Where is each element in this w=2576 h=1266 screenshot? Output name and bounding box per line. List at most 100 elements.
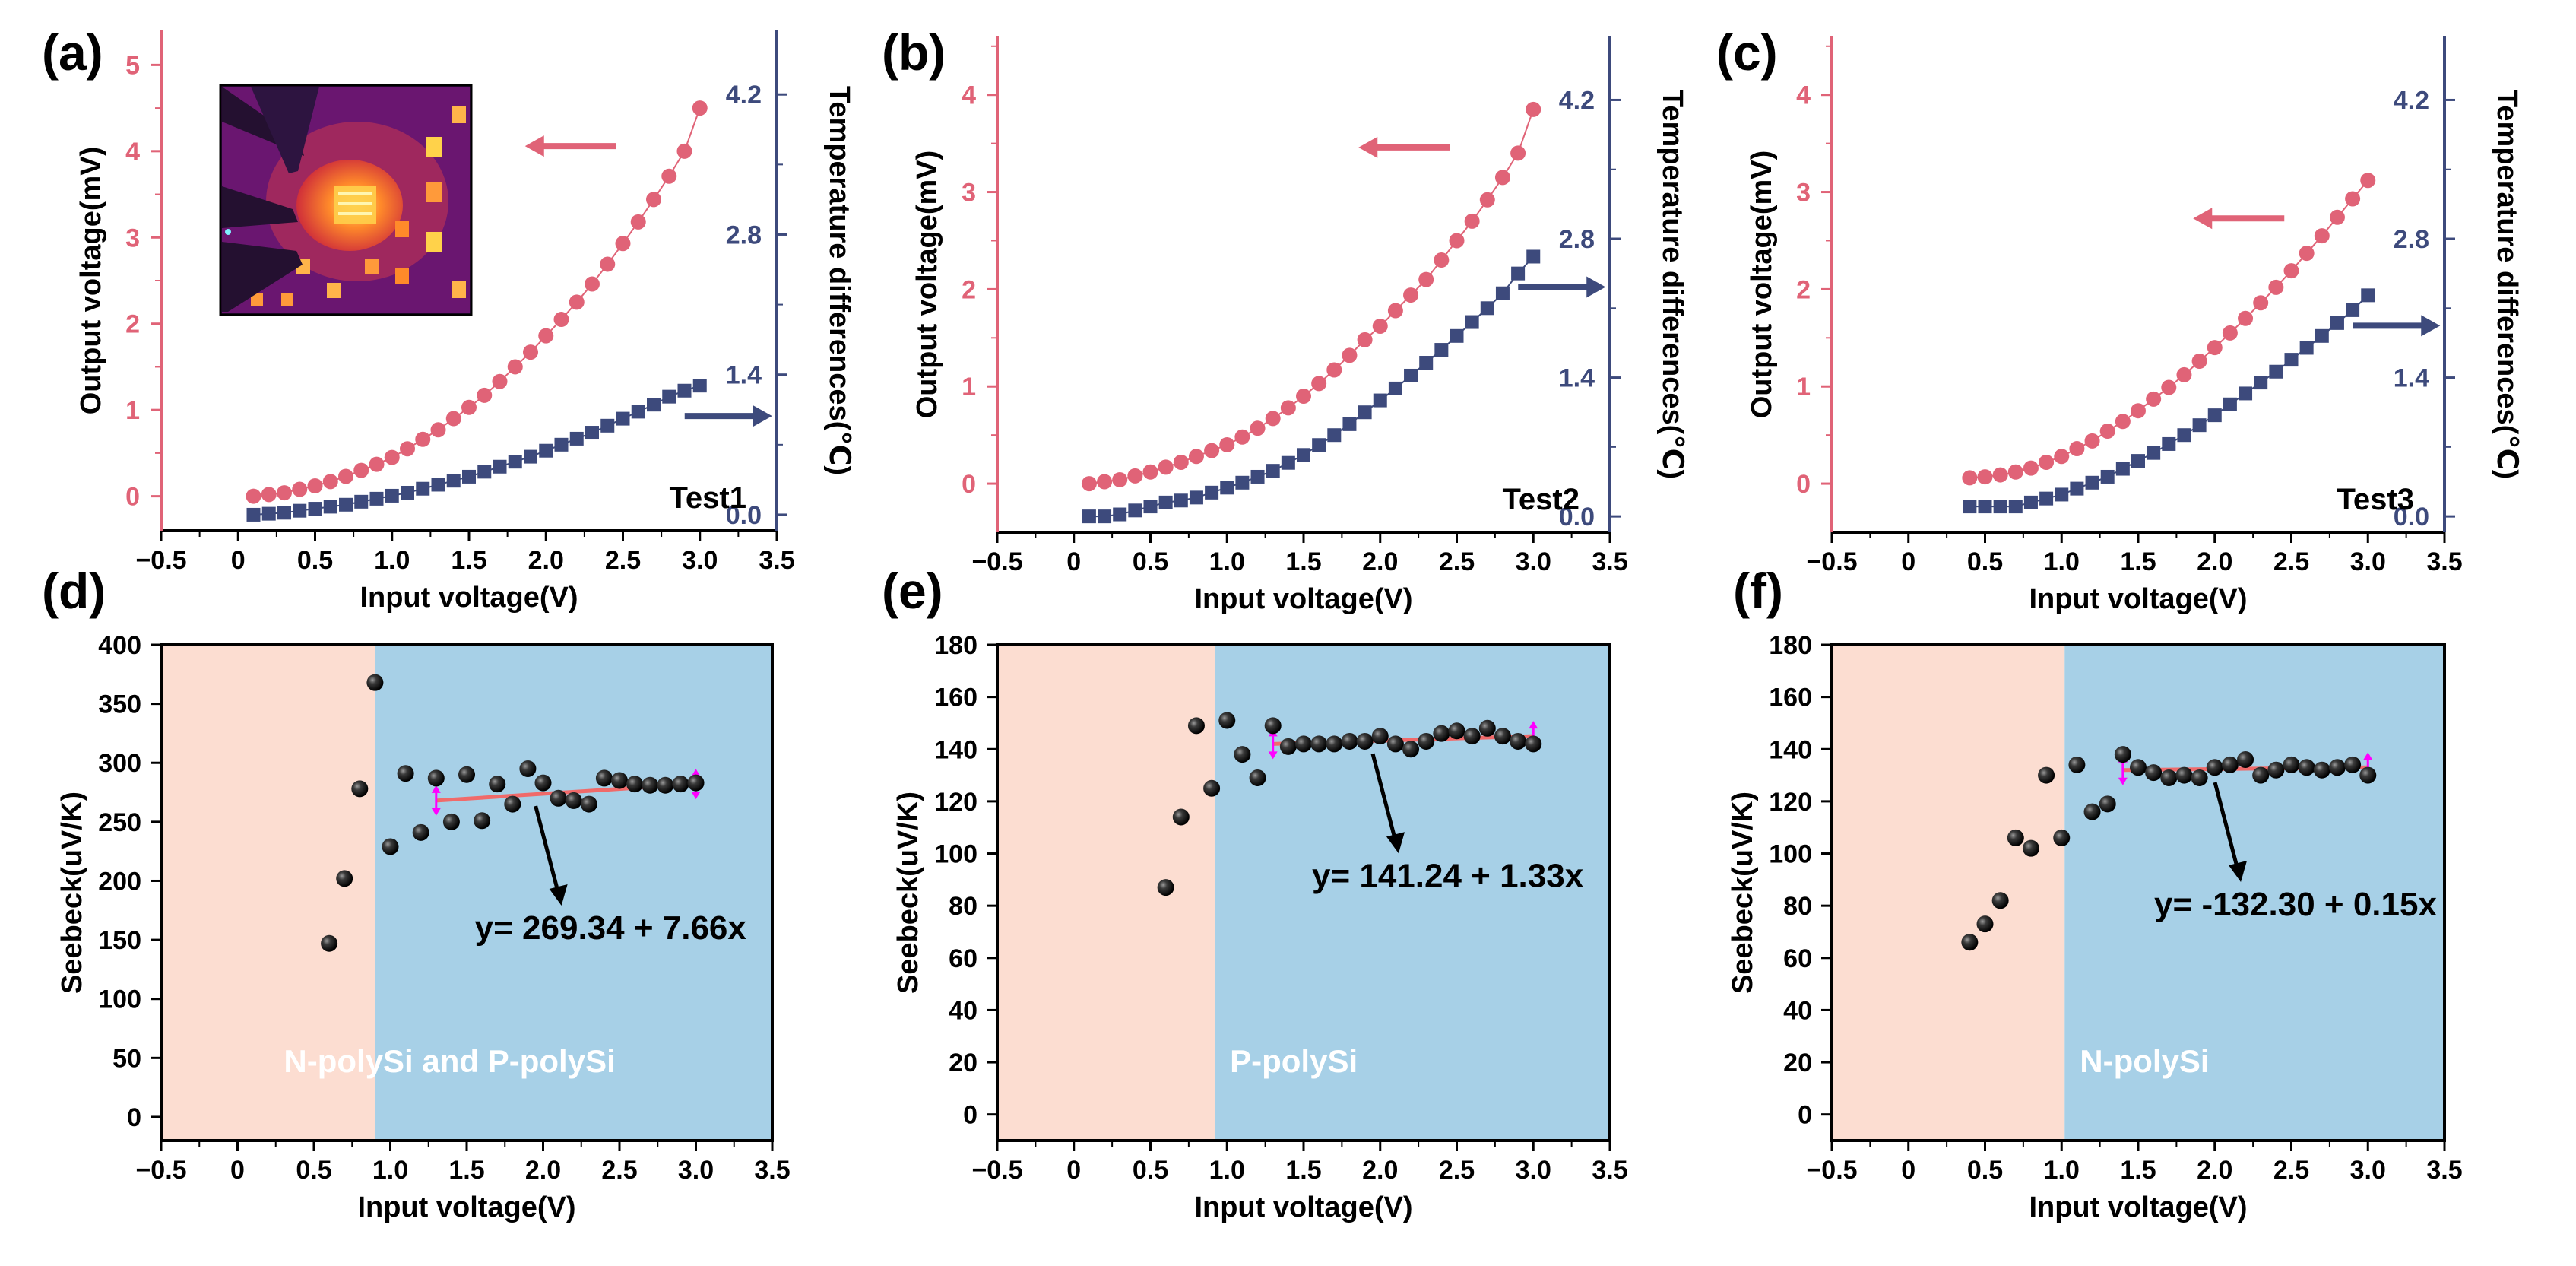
bottom0-seebeck-point <box>351 780 369 798</box>
top1-output-point <box>1265 411 1281 427</box>
top0-temperature-point <box>293 503 307 518</box>
top1-output-point <box>1173 454 1189 470</box>
top1-temperature-point <box>1113 507 1127 522</box>
top2-test-label: Test3 <box>2337 483 2414 516</box>
top0-temperature-point <box>662 389 676 404</box>
top0-y-right-tick-label: 1.4 <box>726 361 762 390</box>
top0-temperature-point <box>631 405 645 419</box>
top2-x-tick-label: −0.5 <box>1806 547 1857 576</box>
bottom0-y-tick-label: 200 <box>98 867 141 896</box>
top2-output-point <box>1962 470 1978 486</box>
top0-output-point <box>615 236 631 252</box>
top2-temperature-point <box>2361 288 2375 303</box>
top2-output-point <box>2360 173 2376 189</box>
top0-y-left-tick-label: 3 <box>125 224 140 252</box>
top1-output-point <box>1250 420 1266 436</box>
top1-temperature-point <box>1281 455 1295 470</box>
top1-y-right-tick-label: 2.8 <box>1559 225 1595 254</box>
top1-output-arrow-head <box>1358 136 1378 158</box>
top2-y-right-tick-label: 1.4 <box>2394 364 2429 393</box>
bottom1-seebeck-point <box>1418 732 1435 750</box>
top2-output-point <box>2069 441 2085 457</box>
panel-c: (c) −0.5 0 0.5 1.0 1.5 2.0 2.5 3.0 3.5 Input volt… <box>1716 24 2523 615</box>
top0-output-point <box>307 478 323 494</box>
top0-output-point <box>569 294 585 310</box>
bottom0-y-tick-label: 0 <box>127 1103 141 1132</box>
bottom1-equation-arrow-head <box>1386 832 1405 854</box>
top1-output-point <box>1342 347 1358 363</box>
top2-x-tick-label: 1.5 <box>2120 547 2156 576</box>
top1-temperature-point <box>1098 509 1112 524</box>
top0-y-right-tick-label: 4.2 <box>726 81 762 109</box>
top1-temperature-point <box>1250 469 1265 484</box>
bottom0-seebeck-point <box>595 769 613 787</box>
bottom1-seebeck-point <box>1218 712 1236 729</box>
top0-y-left-tick-label: 5 <box>125 51 140 80</box>
panel-d-plot: −0.5 0 0.5 1.0 1.5 2.0 2.5 3.0 3.5 Input voltage(… <box>56 631 791 1223</box>
bottom0-seebeck-point <box>412 823 429 841</box>
top1-y-right-tick-label: 4.2 <box>1559 86 1595 115</box>
top1-output-point <box>1142 464 1158 480</box>
panel-a: (a) −0.5 0 0.5 1.0 1.5 2.0 2.5 3.0 3.5 Input volt… <box>42 24 855 614</box>
top0-temperature-point <box>585 426 599 440</box>
top1-x-tick-label: 3.0 <box>1516 547 1551 576</box>
top0-temperature-point <box>369 491 384 506</box>
bottom0-y-tick-label: 250 <box>98 808 141 837</box>
bottom0-seebeck-point <box>550 789 567 807</box>
bottom1-y-tick-label: 80 <box>949 892 977 921</box>
bottom2-y-tick-label: 120 <box>1769 788 1812 817</box>
bottom0-seebeck-point <box>427 769 445 787</box>
top1-output-point <box>1081 476 1097 492</box>
top0-test-label: Test1 <box>669 481 746 515</box>
bottom0-x-tick-label: 2.5 <box>601 1156 637 1185</box>
bottom1-y-tick-label: 180 <box>934 631 977 660</box>
bottom1-seebeck-point <box>1310 735 1328 753</box>
top0-y-right-label: Temperature differences(℃) <box>823 86 855 475</box>
top2-y-left-tick-label: 4 <box>1796 81 1811 110</box>
top2-temperature-point <box>2192 418 2207 433</box>
top1-y-left-tick-label: 3 <box>962 179 976 208</box>
top2-output-point <box>2084 433 2100 449</box>
bottom2-y-tick-label: 180 <box>1769 631 1812 660</box>
top0-output-point <box>292 481 308 497</box>
top1-x-tick-label: 0 <box>1066 547 1081 576</box>
top0-y-left-tick-label: 0 <box>125 483 140 512</box>
top2-temperature-point <box>2008 500 2023 514</box>
top2-output-point <box>2191 353 2207 369</box>
bottom0-seebeck-point <box>336 870 353 887</box>
bottom0-equation-arrow <box>534 805 561 894</box>
bottom0-seebeck-point <box>657 776 674 794</box>
top0-temperature-point <box>569 431 584 446</box>
bottom2-seebeck-point <box>2344 756 2362 773</box>
bottom1-seebeck-point <box>1402 741 1420 758</box>
top2-temperature-point <box>2207 408 2222 423</box>
panel-f-letter: (f) <box>1733 563 1783 619</box>
bottom0-x-tick-label: 3.5 <box>754 1156 790 1185</box>
bottom0-y-tick-label: 350 <box>98 690 141 719</box>
bottom0-right-region <box>375 645 772 1141</box>
top2-output-point <box>2207 340 2223 356</box>
top0-temperature-point <box>261 506 276 521</box>
top1-y-right-tick-label: 0.0 <box>1559 503 1595 531</box>
bottom0-seebeck-point <box>611 772 628 789</box>
top0-output-point <box>277 485 292 501</box>
bottom1-y-tick-label: 60 <box>949 944 977 973</box>
top0-temperature-point <box>401 485 414 500</box>
bottom2-seebeck-point <box>2160 769 2178 787</box>
top2-temperature-point <box>2330 316 2344 330</box>
top2-temperature-point <box>2254 376 2268 390</box>
bottom0-seebeck-point <box>474 812 491 830</box>
bottom2-seebeck-point <box>2175 766 2193 784</box>
bottom1-seebeck-point <box>1478 719 1496 737</box>
bottom0-seebeck-point <box>504 795 521 813</box>
top0-output-point <box>630 214 646 230</box>
top2-temperature-point <box>2239 386 2253 401</box>
top1-temperature-point <box>1189 490 1203 505</box>
top2-temperature-point <box>2023 495 2038 509</box>
bottom2-fit-error-cap <box>2118 777 2128 785</box>
bottom1-seebeck-point <box>1279 738 1297 755</box>
bottom2-x-tick-label: 1.0 <box>2044 1156 2080 1185</box>
top1-y-left-label: Output voltage(mV) <box>911 151 943 419</box>
bottom1-seebeck-point <box>1494 728 1511 745</box>
top2-x-label: Input voltage(V) <box>2029 583 2247 615</box>
